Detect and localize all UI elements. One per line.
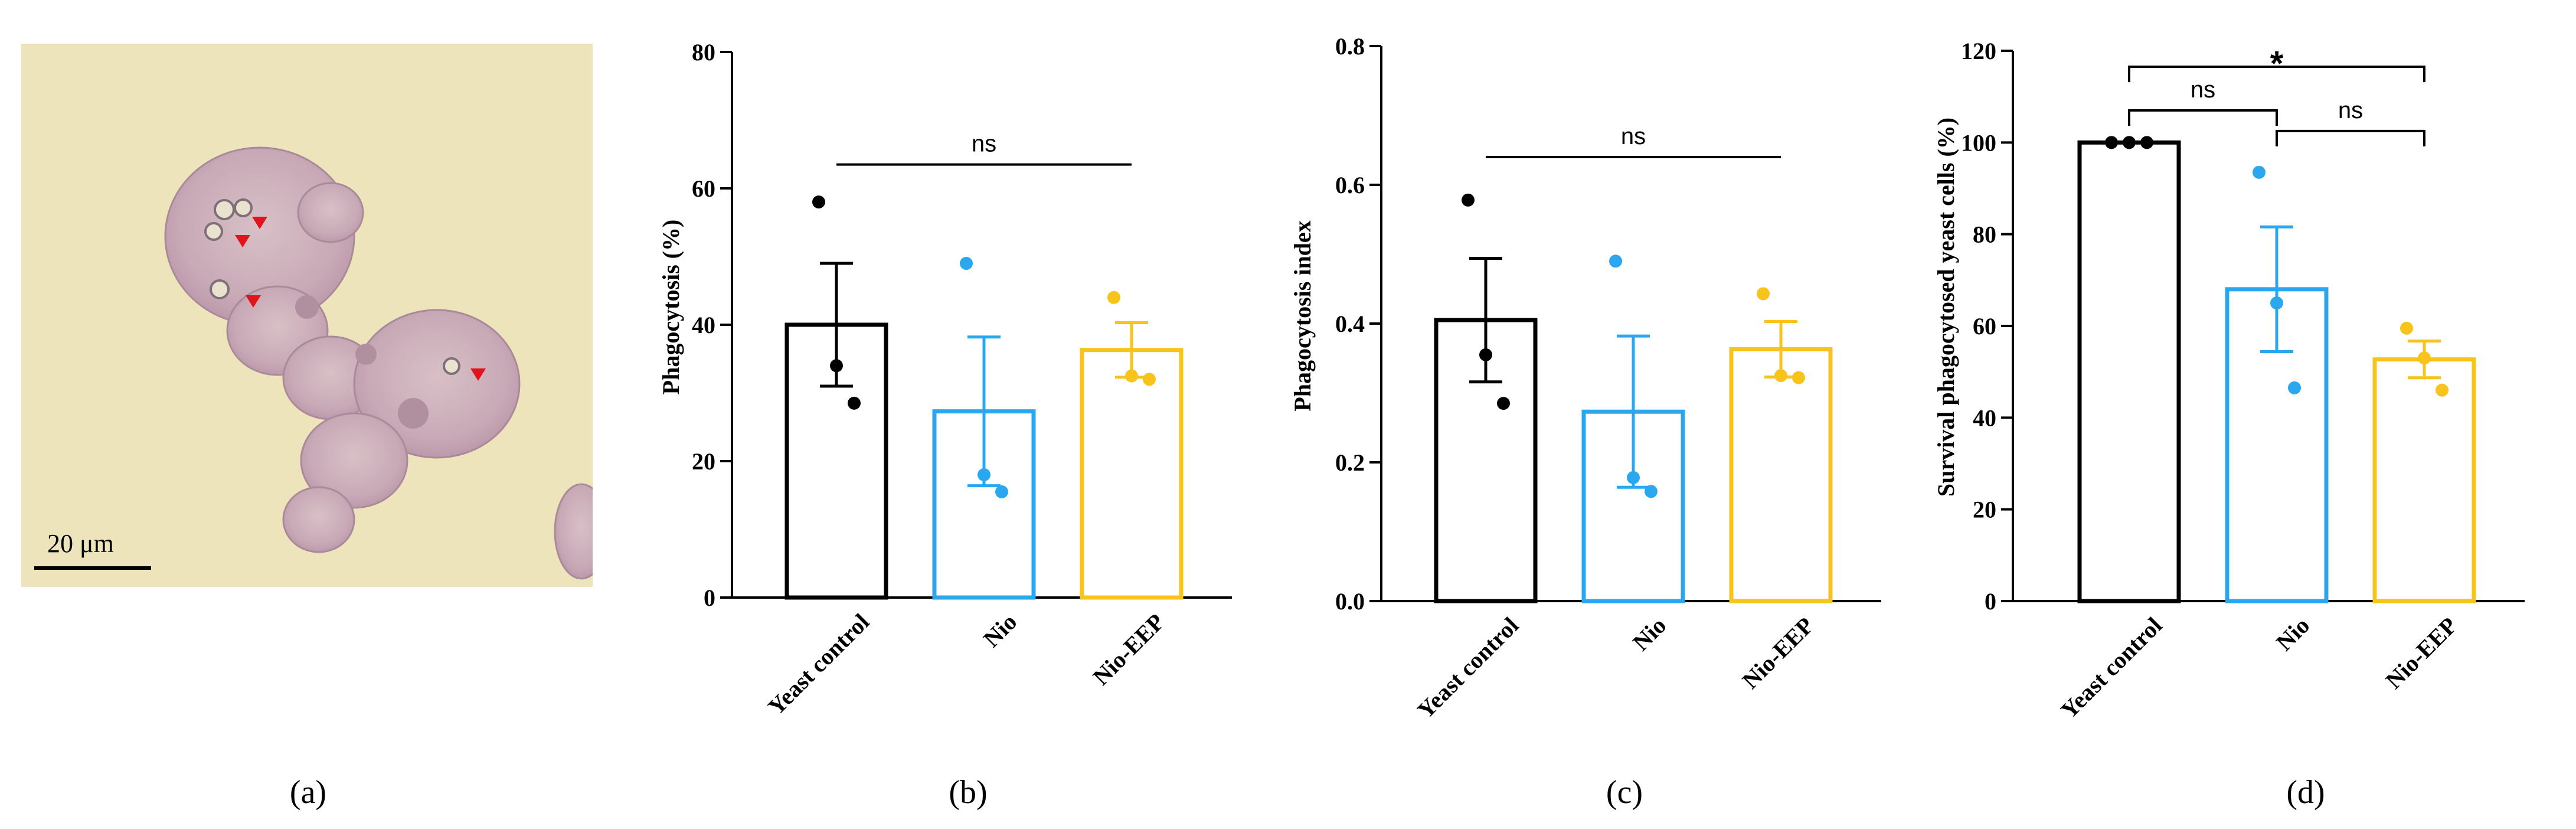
red-marker-icon [235,235,250,247]
y-tick-label: 40 [1973,404,1996,431]
y-tick-label: 40 [692,312,715,338]
panel-label-b: (b) [949,774,987,811]
x-tick-label: Nio [978,608,1022,652]
y-axis-title: Phagocytosis (%) [658,220,684,395]
chart-phagocytosis-index: Phagocytosis index (c) 0.0 0.2 0.4 0.6 0.8 Ye… [1289,33,1881,811]
y-tick-label: 0.6 [1335,172,1365,198]
data-point [1143,373,1156,386]
data-point [1627,471,1640,484]
data-point [1757,287,1770,301]
y-tick-label: 100 [1961,129,1996,156]
data-point [2123,136,2136,149]
significance-label: ns [972,131,996,157]
y-tick-label: 20 [692,448,715,475]
data-point [2140,136,2153,149]
data-point [995,485,1008,498]
y-tick-label: 60 [1973,313,1996,340]
y-tick-label: 20 [1973,497,1996,523]
significance-label: ns [2338,97,2363,123]
data-point [960,257,973,270]
y-tick-label: 0.4 [1335,311,1365,337]
y-tick-label: 80 [1973,221,1996,248]
chart-survival-yeast: Survival phagocytosed yeast cells (%) (d… [1933,38,2525,811]
bar [2077,140,2181,603]
significance-label: ns [1621,123,1646,149]
data-point [2400,321,2413,335]
red-marker-icon [252,217,267,229]
data-point [848,396,861,410]
significance-label: ns [2191,77,2215,103]
bar [1080,348,1184,600]
x-tick-label: Nio [1627,612,1671,655]
y-tick-label: 0.8 [1335,33,1365,60]
data-point [1497,397,1510,410]
data-point [1792,371,1805,384]
data-point [1125,369,1138,383]
bar [2372,357,2476,603]
y-tick-label: 80 [692,39,715,66]
data-point [1462,193,1475,207]
bar [1729,347,1833,603]
red-marker-icon [470,368,486,381]
data-point [2105,136,2118,149]
data-point [2253,165,2266,179]
data-point [2418,351,2431,365]
panel-label-a: (a) [290,774,326,811]
panel-label-c: (c) [1606,774,1643,811]
red-marker-icons [235,217,486,381]
data-point [812,195,825,209]
x-tick-label: Yeast control [763,608,874,720]
data-point [830,359,843,373]
data-point [1479,348,1492,361]
data-point [1107,291,1120,304]
y-tick-label: 120 [1961,38,1996,64]
red-marker-icon [246,295,261,308]
significance-label: * [2270,44,2284,83]
y-tick-label: 60 [692,175,715,202]
chart-phagocytosis-percent: Phagocytosis (%) (b) 0 20 40 60 80 Yeast cont… [658,39,1232,811]
data-point [2436,383,2448,397]
data-point [1645,485,1658,498]
x-tick-label: Nio [2271,612,2315,655]
x-tick-label: Nio-EEP [2381,612,2463,694]
significance-bracket [2128,109,2278,126]
scale-bar-label: 20 μm [47,529,114,558]
data-point [1774,369,1787,383]
micrograph-cells [164,146,593,580]
x-tick-label: Yeast control [2055,612,2167,723]
micrograph-panel: 20 μm (a) [21,44,593,811]
data-point [2288,381,2301,394]
significance-bracket [2276,129,2425,146]
data-point [978,468,990,482]
data-point [1609,254,1622,268]
y-tick-label: 0 [1985,588,1996,615]
y-axis-title: Phagocytosis index [1289,220,1316,411]
data-point [2270,296,2283,310]
y-tick-label: 0.2 [1335,449,1365,476]
x-tick-label: Nio-EEP [1088,608,1170,690]
y-tick-label: 0.0 [1335,588,1365,615]
y-axis-title: Survival phagocytosed yeast cells (%) [1933,118,1959,497]
x-tick-label: Nio-EEP [1737,612,1819,694]
x-tick-label: Yeast control [1412,612,1524,723]
y-tick-label: 0 [704,585,715,611]
significance-bracket [2128,66,2425,83]
panel-label-d: (d) [2286,774,2325,811]
